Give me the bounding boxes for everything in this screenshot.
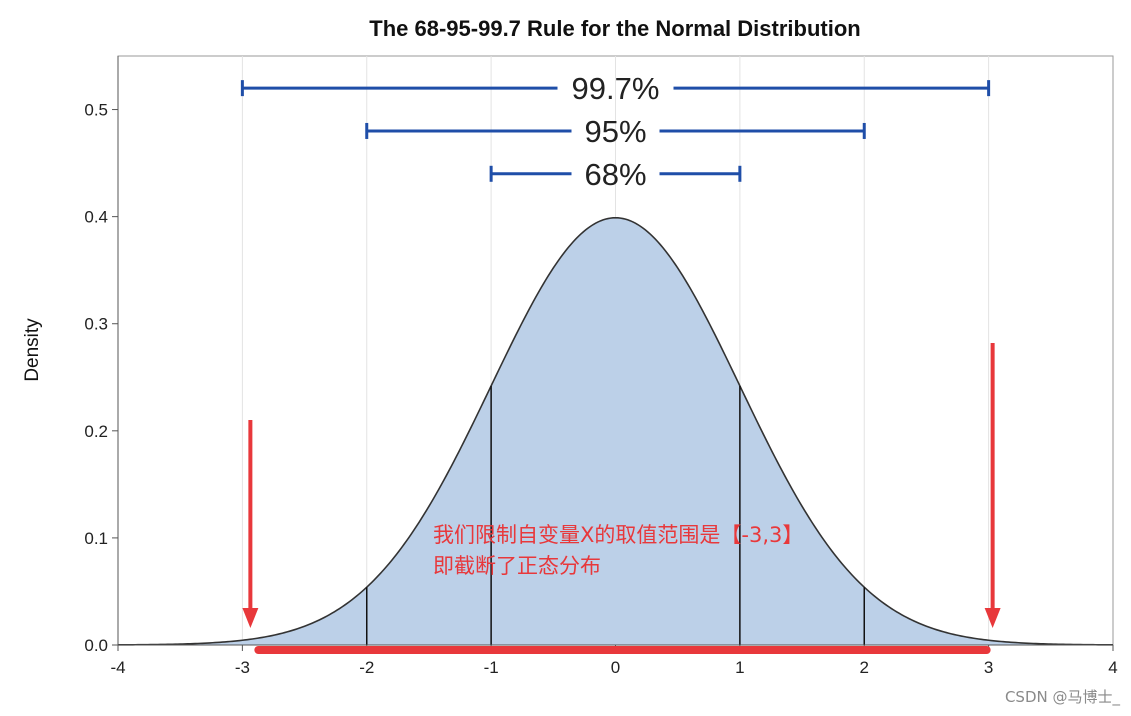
y-axis-label: Density — [22, 318, 43, 382]
y-tick-label-0.5: 0.5 — [84, 101, 108, 120]
sd-lines — [366, 385, 865, 645]
x-tick-label--4: -4 — [110, 658, 125, 677]
y-tick-label-0.3: 0.3 — [84, 315, 108, 334]
red-arrow-1 — [984, 343, 1001, 628]
x-tick-label-1: 1 — [735, 658, 744, 677]
x-tick-label--3: -3 — [235, 658, 250, 677]
density-curve — [117, 216, 1114, 646]
x-tick-label-3: 3 — [984, 658, 993, 677]
y-tick-label-0.1: 0.1 — [84, 529, 108, 548]
x-tick-label-2: 2 — [860, 658, 869, 677]
annotation-line-1: 我们限制自变量X的取值范围是【-3,3】 — [433, 523, 803, 547]
y-tick-label-0.0: 0.0 — [84, 636, 108, 655]
grid-lines — [241, 56, 990, 645]
chart-title: The 68-95-99.7 Rule for the Normal Distr… — [369, 16, 860, 41]
axes: -4 -3 -2 -1 0 1 2 3 4 0.0 0.1 0.2 0.3 0.4 0.5 — [84, 56, 1118, 677]
watermark: CSDN @马博士_ — [1005, 688, 1121, 707]
x-tick-label-4: 4 — [1108, 658, 1117, 677]
density-fill — [118, 217, 1113, 645]
density-area — [117, 216, 1114, 646]
y-tick-label-0.2: 0.2 — [84, 422, 108, 441]
y-tick-label-0.4: 0.4 — [84, 208, 108, 227]
x-tick-label-0: 0 — [611, 658, 620, 677]
x-tick-label--1: -1 — [484, 658, 499, 677]
interval-label-1: 95% — [584, 114, 646, 149]
annotation — [242, 343, 1001, 654]
interval-label-0: 99.7% — [572, 71, 660, 106]
interval-label-2: 68% — [584, 157, 646, 192]
annotation-line-2: 即截断了正态分布 — [433, 554, 601, 578]
red-arrow-0 — [242, 420, 259, 628]
interval-brackets: 99.7% 95% 68% — [240, 71, 991, 192]
x-tick-label--2: -2 — [359, 658, 374, 677]
